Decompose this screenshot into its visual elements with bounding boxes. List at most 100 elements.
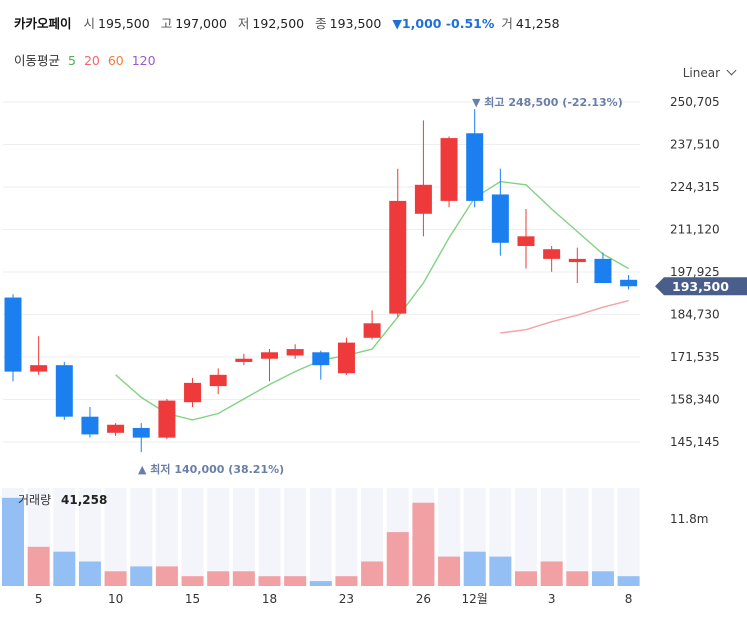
ma5-legend[interactable]: 5 [68,53,76,68]
volume-value-label: 41,258 [61,493,107,507]
ma20-legend[interactable]: 20 [83,53,100,68]
volume-column-bg [617,488,640,586]
close-value: 193,500 [329,16,382,31]
candle-body [261,352,278,359]
candle-body [440,138,458,201]
volume-bar [361,561,384,586]
candle-body [620,279,638,287]
volume-bar [104,571,127,586]
high-value: 197,000 [175,16,227,31]
volume-bar [515,571,537,586]
volume-bar [181,576,204,586]
volume-column-bg [515,488,537,586]
volume-bar [155,566,178,586]
volume-column-bg [412,488,435,586]
volume-bar [130,566,153,586]
volume-bar [232,571,255,586]
volume-column-bg [53,488,76,586]
max-annotation: ▼ 최고 248,500 (-22.13%) [472,95,623,109]
ma120-legend[interactable]: 120 [131,53,156,68]
volume-bar [412,502,435,586]
candle-body [363,323,381,338]
x-tick-label: 18 [262,592,277,606]
candle-body [132,427,150,438]
ma-legend-label: 이동평균 [14,53,61,68]
volume-column-bg [489,488,512,586]
volume-bar [53,551,76,586]
low-label: 저 [237,16,250,31]
x-tick-label: 3 [548,592,556,606]
candle-body [337,342,355,374]
volume-bar [309,581,332,586]
y-tick-label: 158,340 [670,393,720,407]
x-tick-label: 15 [185,592,200,606]
volume-column-bg [155,488,178,586]
y-tick-label: 184,730 [670,308,720,322]
x-tick-label: 8 [625,592,633,606]
x-tick-label: 12월 [462,592,488,606]
candle-body [517,236,535,246]
volume-label: 거래량 [18,493,51,507]
volume-column-bg [335,488,358,586]
candle-body [389,200,407,314]
candle-body [312,352,330,366]
volume-bar [540,561,563,586]
x-tick-label: 10 [108,592,123,606]
volume-column-bg [207,488,230,586]
volume-column-bg [27,488,50,586]
volume-column-bg [2,488,24,586]
close-label: 종 [315,16,327,31]
candle-body [568,258,586,263]
ma20-line [500,300,629,334]
candle-body [209,374,227,387]
candle-body [184,382,202,403]
volume-column-bg [258,488,281,586]
volume-column-bg [181,488,204,586]
last-price-tag [655,277,747,296]
moving-average-legend: 이동평균 5 20 60 120 [14,50,160,69]
candle-body [414,184,432,214]
volume-column-bg [540,488,563,586]
volume-bar [258,576,281,586]
candle-body [543,249,561,259]
volume-column-bg [386,488,409,586]
low-value: 192,500 [252,16,305,31]
volume-column-bg [591,488,614,586]
y-tick-label: 171,535 [670,350,720,364]
open-value: 195,500 [98,16,150,31]
y-tick-label: 145,145 [670,435,720,449]
min-annotation: ▲ 최저 140,000 (38.21%) [138,462,284,476]
candle-body [466,133,484,201]
y-tick-label: 197,925 [670,265,720,279]
candle-body [55,365,73,417]
volume-axis-label: 11.8m [670,512,708,526]
volume-bar [438,556,461,586]
ma60-legend[interactable]: 60 [107,53,124,68]
volume-column-bg [438,488,461,586]
y-tick-label: 250,705 [670,95,720,109]
candle-body [158,400,176,438]
volume-bar [335,576,358,586]
y-tick-label: 237,510 [670,138,720,152]
volume-column-bg [130,488,153,586]
volume-column-bg [463,488,486,586]
candle-body [491,194,509,243]
volume-column-bg [232,488,255,586]
candle-body [286,349,304,356]
scale-label: Linear [682,66,720,80]
volume-bar [284,576,307,586]
scale-dropdown[interactable]: Linear [682,65,737,80]
last-price-label: 193,500 [672,279,729,294]
volume-bar [489,556,512,586]
candle-body [4,297,22,372]
candle-body [107,424,125,433]
volume-bar [591,571,614,586]
volume-bar [2,497,24,586]
candle-body [594,258,612,284]
volume-column-bg [309,488,332,586]
ma5-line [115,180,629,421]
candle-body [30,365,48,372]
volume-column-bg [284,488,307,586]
volume-bar [386,532,409,586]
